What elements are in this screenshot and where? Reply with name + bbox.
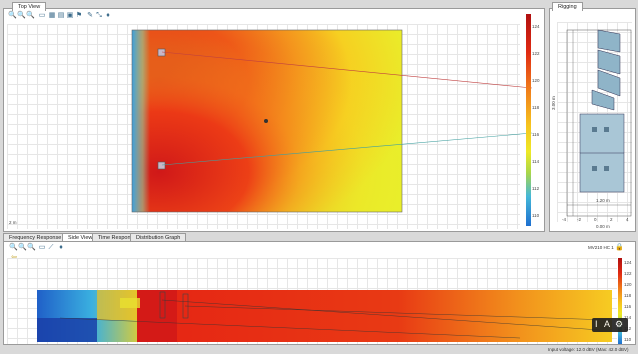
top-color-scale [526,14,531,226]
top-view-scale-label: 2 m [9,220,17,225]
grid-icon[interactable]: ▦ [48,12,56,19]
side-color-scale [618,258,622,344]
flag-icon[interactable]: ⚑ [75,12,83,19]
rigging-canvas[interactable] [557,22,632,222]
pin-icon[interactable]: ♦ [106,12,110,19]
zoom-in-icon[interactable]: 🔍 [8,12,17,19]
side-view-canvas[interactable] [7,258,617,344]
text-button[interactable]: A [604,319,611,329]
top-view-canvas[interactable] [7,24,520,229]
pencil-icon[interactable]: ✎ [87,12,93,19]
area-icon[interactable]: ▣ [66,12,74,19]
top-view-toolbar: 🔍 🔍 🔍 ▭ ▦ ▤ ▣ ⚑ ✎ ⤡ ♦ [8,12,148,22]
rigging-bottom-axis-label: 0.00 m [596,224,610,229]
pin-icon[interactable]: ♦ [59,244,63,251]
arrow-left-icon[interactable]: ⇦ [10,254,18,262]
overlay-controls: I A ⚙ [592,318,628,332]
zoom-out-icon[interactable]: 🔍 [18,244,27,251]
top-scale-labels: 124 122 120 118 116 114 112 110 [532,24,540,218]
measure-icon[interactable]: ⤡ [96,12,102,19]
zoom-fit-icon[interactable]: 🔍 [26,12,35,19]
layer-icon[interactable]: ▤ [57,12,65,19]
line-icon[interactable]: ⟋ [48,244,54,251]
tab-distribution-graph[interactable]: Distribution Graph [130,233,187,242]
rigging-dim-label: 1.20 m [596,198,610,203]
rigging-left-axis-label: 3.00 m [551,96,556,110]
select-icon[interactable]: ▭ [38,12,46,19]
tab-rigging[interactable]: Rigging [552,2,583,11]
zoom-fit-icon[interactable]: 🔍 [27,244,36,251]
tab-top-view[interactable]: Top View [12,2,47,11]
side-view-device-label: MV210 HC 1 [588,245,614,250]
zoom-in-icon[interactable]: 🔍 [9,244,18,251]
side-view-toolbar: 🔍 🔍 🔍 ▭ ⟋ ♦ [9,244,79,253]
settings-icon[interactable]: ⚙ [615,319,624,329]
lock-icon[interactable]: 🔒 [615,244,624,251]
info-button[interactable]: I [595,319,598,329]
rigging-x-ticks: -4 -2 0 2 4 [562,217,629,222]
select-icon[interactable]: ▭ [38,244,46,251]
status-bar-text: Input voltage: 12.0 dBV (Max: 42.0 dBV) [548,347,629,352]
zoom-out-icon[interactable]: 🔍 [17,12,26,19]
